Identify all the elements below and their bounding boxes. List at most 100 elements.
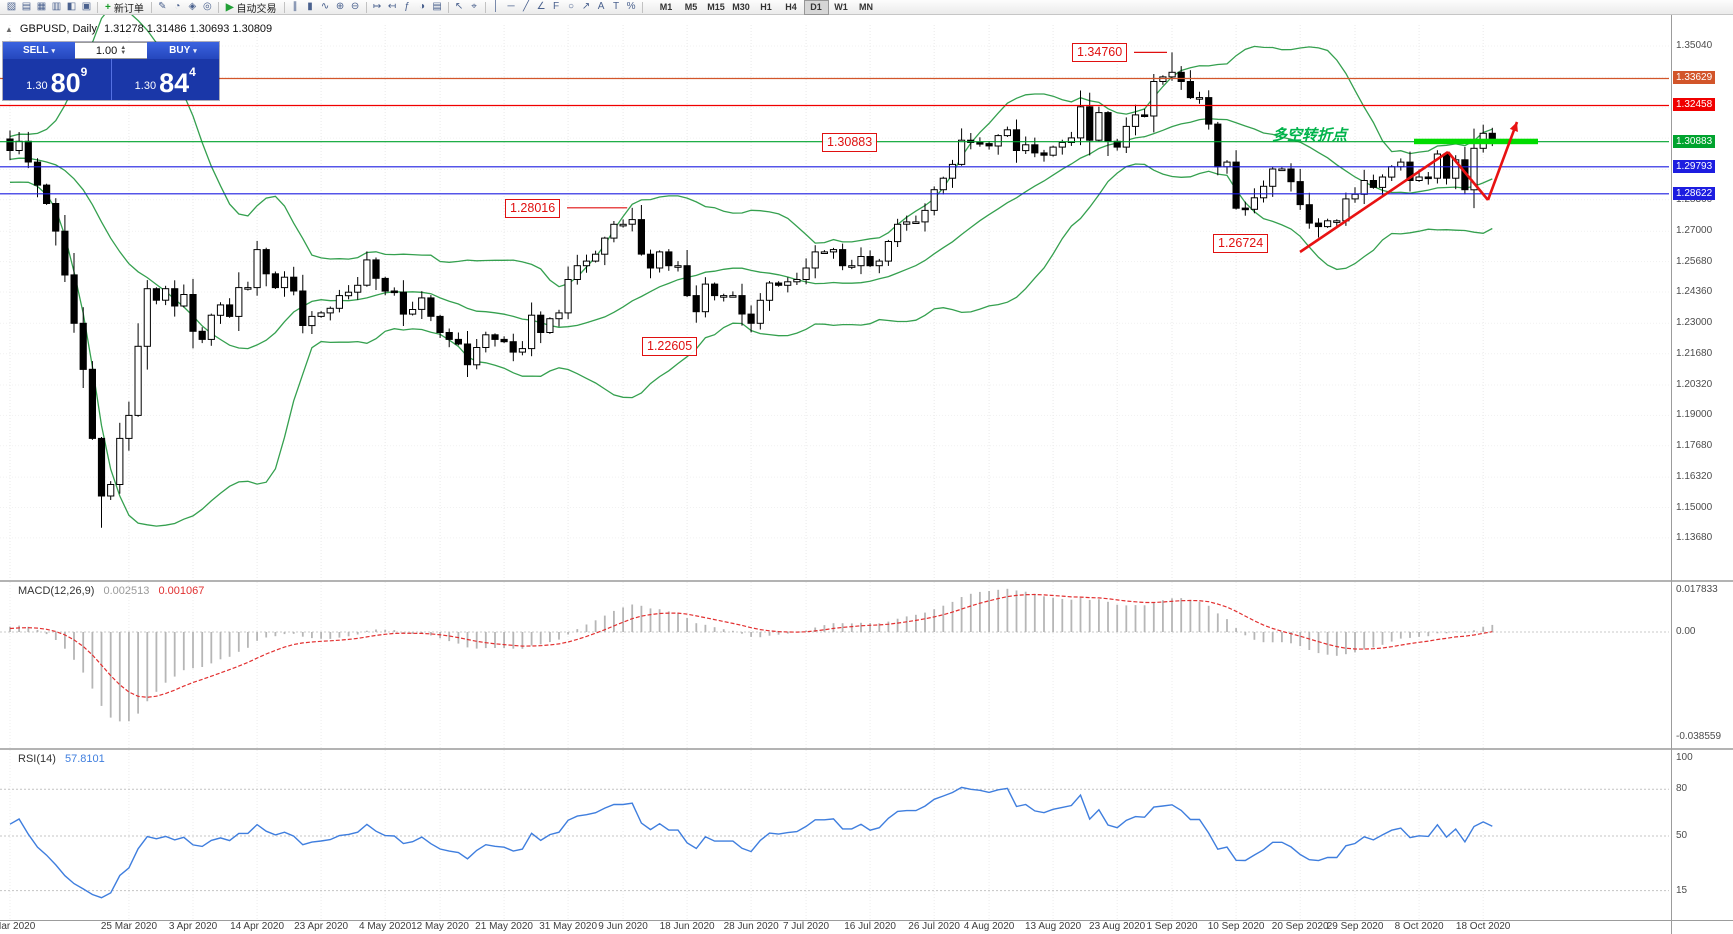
market-watch-icon[interactable]: ▦: [36, 1, 47, 12]
autoscroll-icon[interactable]: ↦: [372, 1, 382, 12]
date-axis-label[interactable]: 28 Jun 2020: [723, 921, 779, 932]
buy-button-label: BUY: [169, 45, 191, 56]
price-annotation[interactable]: 1.34760: [1072, 43, 1128, 63]
macd-panel-canvas[interactable]: [0, 582, 1733, 748]
periods-icon[interactable]: ◑: [419, 1, 426, 12]
symbols-icon[interactable]: ◈: [188, 1, 197, 12]
date-axis-label[interactable]: 7 Jul 2020: [782, 921, 830, 932]
price-scale-line: [1671, 15, 1672, 934]
price-annotation[interactable]: 1.28016: [505, 198, 561, 218]
volume-up-icon[interactable]: ▲: [120, 44, 127, 51]
zoom-out-icon[interactable]: ⊖: [350, 1, 360, 12]
autotrading-button[interactable]: ▶ 自动交易: [222, 1, 281, 15]
date-axis-label[interactable]: 10 Sep 2020: [1207, 921, 1265, 932]
date-axis-label[interactable]: 8 Oct 2020: [1394, 921, 1444, 932]
date-axis-label[interactable]: 16 Jul 2020: [844, 921, 896, 932]
date-axis-label[interactable]: 23 Aug 2020: [1089, 921, 1146, 932]
new-order-button-icon: +: [105, 1, 111, 13]
arrow-tool-icon[interactable]: ↗: [581, 1, 591, 12]
zoom-in-icon[interactable]: ⊕: [335, 1, 345, 12]
templates-icon[interactable]: ▤: [432, 1, 442, 12]
alerts-icon[interactable]: ◎: [202, 1, 212, 12]
panel-splitter-macd[interactable]: [0, 580, 1733, 582]
symbol-marker-icon: ▲: [5, 24, 13, 34]
price-annotation[interactable]: 1.26724: [1213, 233, 1269, 253]
volume-field[interactable]: 1.00 ▲ ▼: [75, 42, 147, 59]
date-axis-label[interactable]: 13 Aug 2020: [1025, 921, 1082, 932]
data-window-icon[interactable]: ▥: [51, 1, 62, 12]
timeframe-m1[interactable]: M1: [659, 2, 673, 12]
vertical-line-icon[interactable]: │: [492, 1, 500, 12]
toolbar-separator: [484, 1, 486, 13]
date-axis-label[interactable]: 26 Jul 2020: [908, 921, 960, 932]
date-axis-label[interactable]: 23 Apr 2020: [294, 921, 349, 932]
bar-chart-icon[interactable]: ∥: [292, 1, 298, 12]
fibonacci-icon[interactable]: F: [552, 1, 560, 12]
line-chart-icon[interactable]: ∿: [320, 1, 330, 12]
terminal-icon[interactable]: ▣: [81, 1, 92, 12]
date-axis-label[interactable]: 4 May 2020: [359, 921, 412, 932]
crosshair-icon[interactable]: ⌖: [471, 1, 477, 12]
date-axis-label[interactable]: 31 May 2020: [539, 921, 598, 932]
macd-indicator-label: MACD(12,26,9) 0.002513 0.001067: [18, 585, 204, 597]
rsi-indicator-label: RSI(14) 57.8101: [18, 753, 105, 765]
date-axis-label[interactable]: 3 Apr 2020: [168, 921, 218, 932]
date-axis-label[interactable]: 12 May 2020: [411, 921, 469, 932]
macd-name: MACD(12,26,9): [18, 585, 95, 597]
buy-price-button[interactable]: 1.30 84 4: [112, 59, 220, 100]
date-axis-label[interactable]: 1 Sep 2020: [1146, 921, 1198, 932]
history-center-icon[interactable]: ◔: [174, 1, 181, 12]
autotrading-button-icon: ▶: [225, 1, 234, 13]
shapes-icon[interactable]: ○: [568, 1, 575, 12]
new-order-button[interactable]: + 新订单: [101, 1, 148, 15]
channel-icon[interactable]: ∠: [536, 1, 546, 12]
timeframe-m5[interactable]: M5: [684, 2, 698, 12]
price-annotation[interactable]: 1.22605: [642, 337, 698, 357]
text-tool-icon[interactable]: A: [597, 1, 605, 12]
indicators-icon[interactable]: ƒ: [404, 1, 410, 12]
sell-price-button[interactable]: 1.30 80 9: [3, 59, 111, 100]
date-axis-label[interactable]: 9 Jun 2020: [598, 921, 648, 932]
timeframe-h1[interactable]: H1: [760, 2, 772, 12]
timeframe-h4[interactable]: H4: [785, 2, 797, 12]
rsi-value: 57.8101: [64, 753, 105, 765]
timeframe-m15[interactable]: M15: [707, 2, 725, 12]
main-chart-canvas[interactable]: [0, 15, 1733, 580]
price-annotation[interactable]: 1.30883: [822, 132, 878, 152]
date-axis-label[interactable]: 20 Sep 2020: [1271, 921, 1329, 932]
date-axis-label[interactable]: 21 May 2020: [475, 921, 533, 932]
timeframe-m30[interactable]: M30: [732, 2, 750, 12]
date-axis-label[interactable]: 18 Oct 2020: [1455, 921, 1511, 932]
date-axis-label[interactable]: 25 Mar 2020: [100, 921, 158, 932]
label-tool-icon[interactable]: T: [612, 1, 620, 12]
trendline-icon[interactable]: ╱: [523, 1, 530, 12]
buy-price-pip: 4: [189, 65, 196, 79]
new-chart-icon[interactable]: ▧: [6, 1, 17, 12]
rsi-panel-canvas[interactable]: [0, 750, 1733, 920]
date-axis-label[interactable]: 4 Aug 2020: [963, 921, 1015, 932]
date-axis-label[interactable]: 6 Mar 2020: [0, 921, 36, 932]
timeframe-mn[interactable]: MN: [859, 2, 874, 12]
date-axis-label[interactable]: 18 Jun 2020: [659, 921, 715, 932]
date-axis-label[interactable]: 14 Apr 2020: [230, 921, 285, 932]
timeframe-d1[interactable]: D1: [803, 0, 829, 15]
sell-button[interactable]: SELL ▾: [3, 42, 75, 59]
price-scale-badge: 1.28622: [1673, 186, 1716, 200]
profiles-icon[interactable]: ▤: [21, 1, 32, 12]
bull-bear-turning-point-note[interactable]: 多空转折点: [1272, 127, 1348, 144]
buy-button[interactable]: BUY ▾: [147, 42, 219, 59]
panel-splitter-rsi[interactable]: [0, 748, 1733, 750]
candlestick-chart-icon[interactable]: ▮: [307, 1, 313, 12]
timeframe-w1[interactable]: W1: [834, 2, 848, 12]
trade-panel-divider: [110, 59, 112, 100]
chart-shift-icon[interactable]: ↤: [387, 1, 397, 12]
sell-price-pip: 9: [80, 65, 88, 79]
volume-down-icon[interactable]: ▼: [120, 49, 127, 56]
sell-dropdown-caret-icon: ▾: [51, 47, 56, 55]
metaeditor-icon[interactable]: ✎: [158, 1, 167, 12]
date-axis-label[interactable]: 29 Sep 2020: [1326, 921, 1384, 932]
cursor-icon[interactable]: ↖: [454, 1, 464, 12]
navigator-icon[interactable]: ◧: [66, 1, 77, 12]
horizontal-line-icon[interactable]: ─: [507, 1, 515, 12]
percent-icon[interactable]: %: [626, 1, 636, 12]
